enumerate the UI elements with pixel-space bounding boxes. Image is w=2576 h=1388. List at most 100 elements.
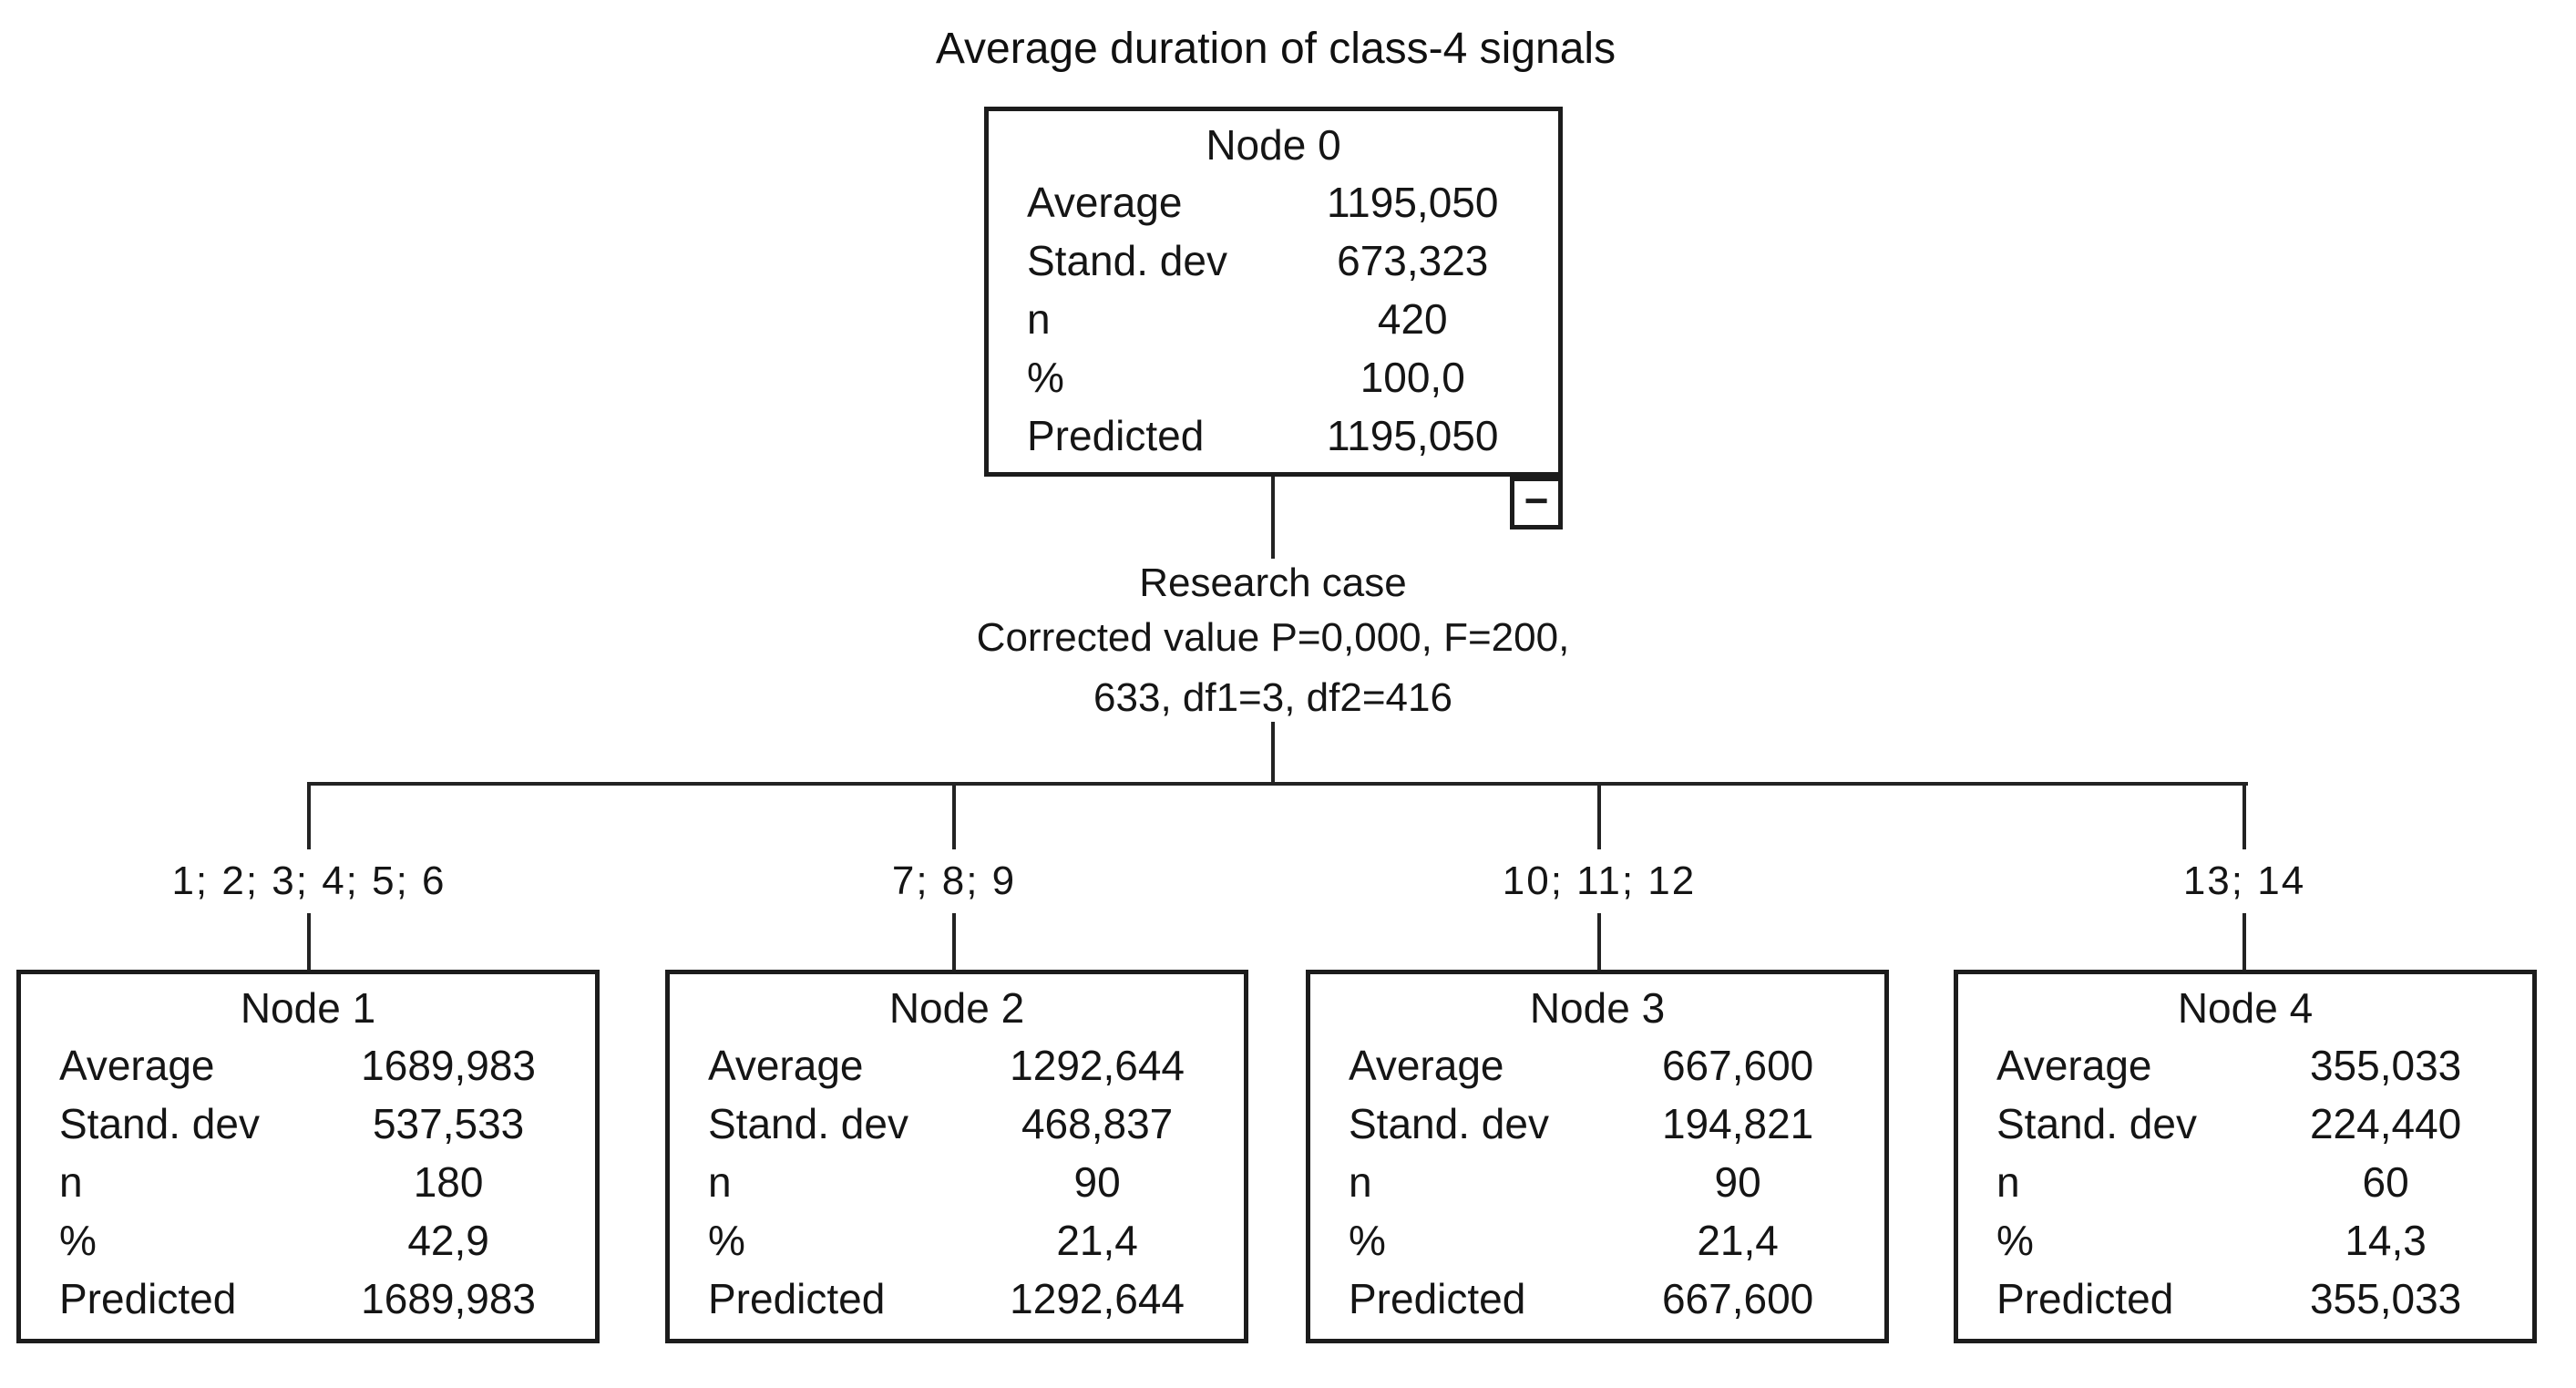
node-1-row-stddev: Stand. dev 537,533 (21, 1095, 595, 1153)
split-description: Research case Corrected value P=0,000, F… (817, 556, 1729, 725)
node-3-row-n: n 90 (1310, 1153, 1884, 1211)
stat-label: n (1027, 295, 1051, 343)
connector-split-vertical (1271, 722, 1275, 784)
node-0-row-average: Average 1195,050 (989, 173, 1558, 231)
node-4-row-predicted: Predicted 355,033 (1958, 1270, 2532, 1328)
node-4-row-n: n 60 (1958, 1153, 2532, 1211)
stat-value: 420 (1377, 295, 1448, 343)
branch-4-upper-line (2242, 782, 2246, 849)
split-variable-name: Research case (1139, 560, 1407, 605)
stat-value: 355,033 (2309, 1275, 2462, 1322)
branch-4-lower-line (2242, 913, 2246, 972)
stat-value: 1292,644 (1010, 1275, 1185, 1322)
stat-label: Average (59, 1042, 215, 1089)
node-1-box: Node 1 Average 1689,983 Stand. dev 537,5… (16, 970, 600, 1343)
stat-value: 673,323 (1337, 237, 1489, 284)
stat-value: 194,821 (1661, 1100, 1814, 1147)
stat-value: 468,837 (1021, 1100, 1174, 1147)
node-4-title: Node 4 (2177, 984, 2314, 1032)
stat-value: 1292,644 (1010, 1042, 1185, 1089)
stat-value: 1195,050 (1327, 412, 1499, 459)
stat-value: 224,440 (2309, 1100, 2462, 1147)
connector-horizontal-rail (309, 782, 2248, 786)
node-1-row-average: Average 1689,983 (21, 1036, 595, 1095)
node-2-title: Node 2 (888, 984, 1025, 1032)
stat-label: Stand. dev (1996, 1100, 2197, 1147)
branch-1-label: 1; 2; 3; 4; 5; 6 (171, 859, 446, 903)
node-1-row-percent: % 42,9 (21, 1211, 595, 1270)
branch-2-label: 7; 8; 9 (891, 859, 1017, 903)
stat-value: 667,600 (1661, 1042, 1814, 1089)
branch-3-upper-line (1597, 782, 1601, 849)
stat-label: Stand. dev (59, 1100, 260, 1147)
node-3-title: Node 3 (1529, 984, 1666, 1032)
stat-value: 667,600 (1661, 1275, 1814, 1322)
branch-1-upper-line (307, 782, 311, 849)
node-4-row-stddev: Stand. dev 224,440 (1958, 1095, 2532, 1153)
stat-label: Stand. dev (1349, 1100, 1549, 1147)
branch-3-label: 10; 11; 12 (1502, 859, 1697, 903)
stat-value: 100,0 (1360, 354, 1465, 401)
node-0-row-predicted: Predicted 1195,050 (989, 406, 1558, 465)
stat-label: % (59, 1217, 97, 1264)
stat-value: 90 (1714, 1158, 1761, 1206)
split-statistic-line: Corrected value P=0,000, F=200, (976, 615, 1570, 660)
stat-value: 21,4 (1697, 1217, 1779, 1264)
node-4-box: Node 4 Average 355,033 Stand. dev 224,44… (1954, 970, 2537, 1343)
node-1-row-n: n 180 (21, 1153, 595, 1211)
stat-label: Predicted (59, 1275, 237, 1322)
tree-title: Average duration of class-4 signals (935, 25, 1616, 73)
stat-label: Stand. dev (1027, 237, 1227, 284)
stat-label: % (1349, 1217, 1386, 1264)
stat-label: n (1349, 1158, 1372, 1206)
node-3-box: Node 3 Average 667,600 Stand. dev 194,82… (1306, 970, 1889, 1343)
minus-icon: − (1524, 477, 1549, 524)
node-2-row-percent: % 21,4 (670, 1211, 1244, 1270)
stat-value: 180 (413, 1158, 484, 1206)
branch-2-lower-line (952, 913, 956, 972)
stat-value: 90 (1073, 1158, 1121, 1206)
stat-value: 21,4 (1056, 1217, 1138, 1264)
node-4-row-percent: % 14,3 (1958, 1211, 2532, 1270)
node-2-box: Node 2 Average 1292,644 Stand. dev 468,8… (665, 970, 1248, 1343)
stat-value: 1195,050 (1327, 179, 1499, 226)
node-2-row-predicted: Predicted 1292,644 (670, 1270, 1244, 1328)
stat-label: n (59, 1158, 83, 1206)
stat-value: 1689,983 (361, 1042, 537, 1089)
node-4-row-average: Average 355,033 (1958, 1036, 2532, 1095)
stat-value: 60 (2362, 1158, 2409, 1206)
node-3-row-average: Average 667,600 (1310, 1036, 1884, 1095)
node-3-row-stddev: Stand. dev 194,821 (1310, 1095, 1884, 1153)
node-2-row-stddev: Stand. dev 468,837 (670, 1095, 1244, 1153)
stat-label: Predicted (1996, 1275, 2174, 1322)
stat-label: n (708, 1158, 732, 1206)
stat-value: 1689,983 (361, 1275, 537, 1322)
branch-1-lower-line (307, 913, 311, 972)
stat-value: 355,033 (2309, 1042, 2462, 1089)
node-3-row-percent: % 21,4 (1310, 1211, 1884, 1270)
stat-label: Predicted (1349, 1275, 1526, 1322)
collapse-node-button[interactable]: − (1510, 477, 1563, 529)
split-statistic-line2: 633, df1=3, df2=416 (1093, 675, 1452, 720)
branch-2-upper-line (952, 782, 956, 849)
stat-value: 42,9 (407, 1217, 489, 1264)
stat-label: % (1996, 1217, 2034, 1264)
stat-label: Average (708, 1042, 864, 1089)
node-0-title: Node 0 (1206, 121, 1341, 169)
stat-label: % (1027, 354, 1064, 401)
stat-label: Predicted (1027, 412, 1205, 459)
branch-4-label: 13; 14 (2182, 859, 2306, 903)
node-1-title: Node 1 (240, 984, 376, 1032)
node-0-row-percent: % 100,0 (989, 348, 1558, 406)
node-2-row-n: n 90 (670, 1153, 1244, 1211)
stat-label: Average (1996, 1042, 2152, 1089)
branch-3-lower-line (1597, 913, 1601, 972)
stat-label: % (708, 1217, 745, 1264)
stat-label: Average (1349, 1042, 1504, 1089)
stat-value: 537,533 (372, 1100, 525, 1147)
stat-label: n (1996, 1158, 2020, 1206)
node-1-row-predicted: Predicted 1689,983 (21, 1270, 595, 1328)
stat-label: Average (1027, 179, 1183, 226)
stat-label: Stand. dev (708, 1100, 908, 1147)
node-3-row-predicted: Predicted 667,600 (1310, 1270, 1884, 1328)
